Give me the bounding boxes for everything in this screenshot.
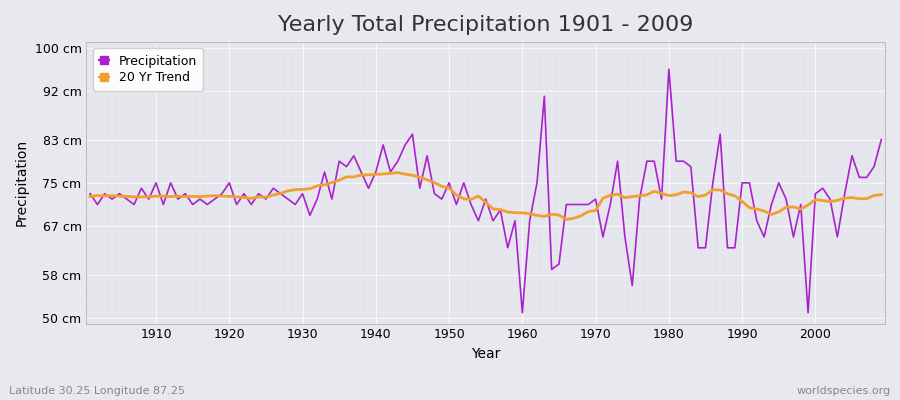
Precipitation bbox=[85, 191, 95, 196]
20 Yr Trend bbox=[517, 210, 527, 215]
20 Yr Trend bbox=[525, 211, 535, 216]
Text: Latitude 30.25 Longitude 87.25: Latitude 30.25 Longitude 87.25 bbox=[9, 386, 185, 396]
Precipitation bbox=[525, 218, 535, 223]
20 Yr Trend bbox=[85, 194, 95, 199]
Precipitation bbox=[143, 197, 154, 202]
20 Yr Trend bbox=[143, 194, 154, 199]
20 Yr Trend bbox=[876, 192, 886, 197]
Legend: Precipitation, 20 Yr Trend: Precipitation, 20 Yr Trend bbox=[93, 48, 203, 91]
20 Yr Trend bbox=[392, 170, 403, 175]
Precipitation bbox=[517, 310, 527, 315]
Precipitation bbox=[304, 213, 315, 218]
Text: worldspecies.org: worldspecies.org bbox=[796, 386, 891, 396]
X-axis label: Year: Year bbox=[471, 347, 500, 361]
Y-axis label: Precipitation: Precipitation bbox=[15, 139, 29, 226]
Line: Precipitation: Precipitation bbox=[90, 69, 881, 313]
Title: Yearly Total Precipitation 1901 - 2009: Yearly Total Precipitation 1901 - 2009 bbox=[278, 15, 693, 35]
20 Yr Trend bbox=[304, 186, 315, 191]
Precipitation bbox=[612, 159, 623, 164]
Precipitation bbox=[663, 67, 674, 72]
20 Yr Trend bbox=[619, 195, 630, 200]
Precipitation bbox=[348, 153, 359, 158]
Precipitation bbox=[876, 137, 886, 142]
20 Yr Trend bbox=[348, 174, 359, 179]
Line: 20 Yr Trend: 20 Yr Trend bbox=[90, 172, 881, 219]
20 Yr Trend bbox=[561, 217, 572, 222]
Precipitation bbox=[509, 218, 520, 223]
